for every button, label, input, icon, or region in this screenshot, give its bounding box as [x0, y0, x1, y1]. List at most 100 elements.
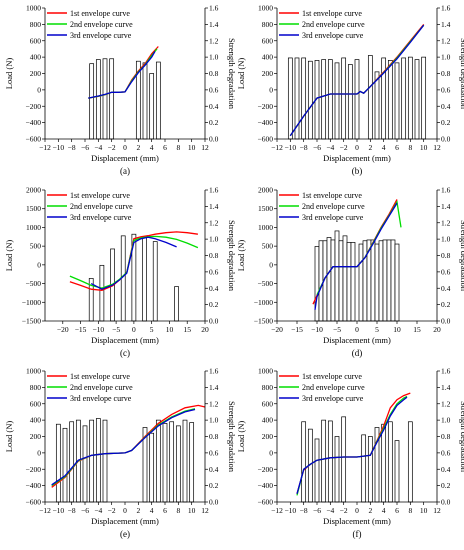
degradation-bar — [334, 62, 340, 140]
y-tick-label: 500 — [262, 242, 274, 251]
y-axis-title-right: Strength degradation — [459, 220, 464, 292]
x-axis-title: Displacement (mm) — [91, 153, 159, 163]
y-tick-label: 1500 — [26, 204, 41, 213]
degradation-bar — [407, 56, 413, 140]
x-tick-label: −6 — [313, 143, 321, 152]
degradation-bar — [390, 239, 396, 322]
panel-f: −12 −10 −8 −6 −4 −2 0 2 4 6 8 10 12−600−400−20002004… — [236, 367, 464, 540]
legend-label-1: 1st envelope curve — [70, 372, 130, 381]
y2-tick-label: 1.0 — [209, 53, 219, 62]
y-tick-label: 1000 — [258, 223, 273, 232]
y2-tick-label: 0.8 — [441, 432, 451, 441]
y2-tick-label: 0.0 — [209, 317, 219, 326]
envelope-curve-3 — [289, 24, 425, 137]
degradation-bar — [142, 237, 147, 322]
y-tick-label: 0 — [37, 448, 41, 457]
degradation-bar — [346, 242, 352, 322]
degradation-bar — [301, 57, 307, 140]
y2-tick-label: 0.6 — [209, 267, 219, 276]
x-tick-label: 0 — [123, 143, 127, 152]
x-tick-label: −2 — [108, 506, 116, 515]
y-tick-label: 0 — [37, 85, 41, 94]
y2-tick-label: 1.2 — [441, 36, 451, 45]
y-axis-title-left: Load (N) — [4, 58, 14, 90]
y-tick-label: −600 — [258, 498, 274, 507]
x-tick-label: 15 — [183, 325, 191, 334]
y2-tick-label: 1.0 — [441, 416, 451, 425]
x-tick-label: 8 — [176, 506, 180, 515]
y-tick-label: −400 — [26, 118, 42, 127]
y-tick-label: 2000 — [258, 186, 273, 195]
y-tick-label: −200 — [258, 102, 274, 111]
y2-tick-label: 1.2 — [209, 36, 219, 45]
x-tick-label: −6 — [81, 143, 89, 152]
legend-label-1: 1st envelope curve — [302, 9, 362, 18]
y-tick-label: 200 — [30, 69, 42, 78]
x-tick-label: 4 — [150, 506, 154, 515]
panel-label: (d) — [352, 348, 363, 358]
y2-tick-label: 0.4 — [209, 284, 219, 293]
y-tick-label: 0 — [269, 448, 273, 457]
degradation-bar — [82, 425, 88, 503]
degradation-bar — [162, 423, 168, 503]
x-tick-label: −4 — [326, 506, 334, 515]
degradation-bar — [301, 421, 307, 503]
degradation-bar — [407, 421, 413, 503]
envelope-curve-3 — [296, 396, 408, 494]
strength-degradation-bars — [88, 233, 179, 322]
legend-label-1: 1st envelope curve — [70, 9, 130, 18]
degradation-bar — [347, 64, 353, 140]
legend-label-2: 2nd envelope curve — [302, 20, 365, 29]
y-axis-title-right: Strength degradation — [227, 401, 237, 473]
y-axis-title-right: Strength degradation — [459, 38, 464, 110]
y2-tick-label: 0.6 — [441, 85, 451, 94]
strength-degradation-bars — [89, 58, 161, 140]
y2-tick-label: 1.2 — [209, 218, 219, 227]
degradation-bar — [330, 239, 336, 322]
y2-tick-label: 1.6 — [209, 4, 219, 13]
degradation-bar — [341, 57, 347, 140]
envelope-curve-3 — [314, 202, 398, 310]
y2-tick-label: 1.4 — [209, 20, 219, 29]
x-tick-label: −5 — [112, 325, 120, 334]
y2-tick-label: 1.6 — [441, 186, 451, 195]
degradation-bar — [89, 419, 95, 503]
x-tick-label: 0 — [123, 506, 127, 515]
y2-tick-label: 0.4 — [209, 465, 219, 474]
y2-tick-label: 1.4 — [441, 383, 451, 392]
y-tick-label: 600 — [262, 399, 274, 408]
y-tick-label: 2000 — [26, 186, 41, 195]
x-tick-label: −8 — [68, 506, 76, 515]
y-tick-label: 800 — [262, 20, 274, 29]
y2-tick-label: 0.8 — [441, 69, 451, 78]
x-tick-label: 10 — [393, 325, 401, 334]
y2-tick-label: 1.6 — [441, 367, 451, 376]
degradation-bar — [370, 239, 376, 322]
legend: 1st envelope curve 2nd envelope curve 3rd … — [279, 372, 365, 403]
y2-tick-label: 1.0 — [441, 235, 451, 244]
x-tick-label: 20 — [201, 325, 209, 334]
degradation-bar — [175, 425, 181, 503]
y2-tick-label: 0.0 — [441, 135, 451, 144]
degradation-bar — [387, 60, 393, 140]
x-tick-label: 15 — [413, 325, 421, 334]
degradation-bar — [327, 420, 333, 503]
x-tick-label: −4 — [94, 506, 102, 515]
y-tick-label: 1000 — [258, 367, 273, 376]
panel-c: −20 −15 −10 −5 0 5 10 15 20 −1500 −1000 −500 0 500 100… — [4, 186, 237, 359]
legend: 1st envelope curve 2nd envelope curve 3rd … — [279, 9, 365, 40]
y-tick-label: 600 — [30, 399, 42, 408]
y2-tick-label: 0.0 — [441, 317, 451, 326]
y-tick-label: 600 — [30, 36, 42, 45]
envelope-curve-1 — [51, 404, 206, 488]
panel-a: −12 −10 −8 −6 −4 −2 0 2 4 6 8 10 12−600−400−20002004… — [4, 4, 237, 177]
degradation-bar — [387, 421, 393, 503]
x-tick-label: −2 — [340, 143, 348, 152]
y2-tick-label: 0.2 — [441, 300, 451, 309]
y2-tick-label: 0.4 — [209, 102, 219, 111]
degradation-bar — [386, 239, 392, 322]
y-tick-label: 600 — [262, 36, 274, 45]
degradation-bar — [394, 440, 400, 503]
y-tick-label: −200 — [26, 102, 42, 111]
degradation-bar — [341, 416, 347, 503]
